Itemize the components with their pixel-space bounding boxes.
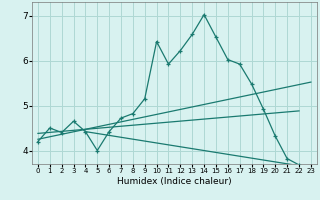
X-axis label: Humidex (Indice chaleur): Humidex (Indice chaleur) xyxy=(117,177,232,186)
